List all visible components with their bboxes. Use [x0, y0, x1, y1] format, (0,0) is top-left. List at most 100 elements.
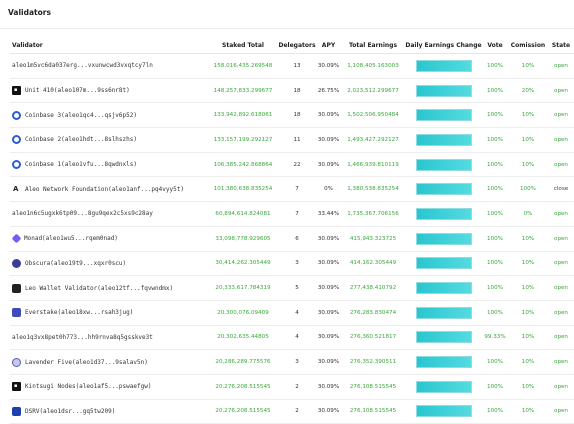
column-header-daily-earnings-change[interactable]: Daily Earnings Change	[405, 37, 482, 54]
vote-cell: 100%	[482, 53, 508, 79]
table-row[interactable]: DSRV(aleo1dsr...gq5tw209) 20,276,208.5155…	[10, 399, 574, 424]
daily-earnings-sparkline	[415, 109, 472, 122]
daily-earnings-change-cell	[405, 102, 482, 129]
validator-cell[interactable]: A Aleo Network Foundation(aleo1anf...pq4v…	[10, 176, 208, 203]
column-header-state[interactable]: State	[548, 37, 574, 54]
staked-total-cell: 20,300,076.09409	[208, 300, 278, 326]
apy-cell: 30.09%	[316, 127, 341, 153]
validator-name-link[interactable]: Unit 410(aleo107m...9ss6nr8t)	[25, 87, 130, 95]
total-earnings-cell: 1,380,538.835254	[341, 176, 405, 203]
table-row[interactable]: Leo Wallet Validator(aleo12tf...fqvwndmx…	[10, 275, 574, 301]
table-row[interactable]: Coinbase 2(aleo1hdt...8slhszhs) 133,157,1…	[10, 127, 574, 153]
daily-earnings-change-cell	[405, 275, 482, 301]
vote-cell: 100%	[482, 102, 508, 129]
table-row[interactable]: aleo1n6c5ugxk6tp09...8gu9qex2c5xs9c28ay 6…	[10, 201, 574, 227]
kintsugi-icon: ▪	[12, 382, 21, 392]
daily-earnings-sparkline	[415, 405, 472, 418]
table-row[interactable]: Lavender Five(aleo1d37...9salav5n) 20,286…	[10, 349, 574, 375]
total-earnings-cell: 276,283.830474	[341, 300, 405, 326]
validator-name-link[interactable]: Coinbase 1(aleo1vfu...8qwdnxls)	[25, 161, 137, 169]
validator-cell[interactable]: aleo1q3vx8pet0h773...hh9rnva8q5gsskve3t	[10, 325, 208, 351]
state-cell: open	[548, 201, 574, 227]
column-header-delegators[interactable]: Delegators	[278, 37, 316, 54]
validator-name-link[interactable]: Kintsugi Nodes(aleo1af5...pswaefgw)	[25, 383, 152, 391]
validator-name-link[interactable]: Lavender Five(aleo1d37...9salav5n)	[25, 358, 148, 366]
vote-cell: 100%	[482, 226, 508, 252]
table-row[interactable]: aleo1m5vc6da037erg...vxunwcwd3vxqtcy7ln 1…	[10, 53, 574, 79]
validator-name-link[interactable]: aleo1q3vx8pet0h773...hh9rnva8q5gsskve3t	[12, 333, 153, 341]
column-header-validator[interactable]: Validator	[10, 37, 208, 54]
table-row[interactable]: ▪ Kintsugi Nodes(aleo1af5...pswaefgw) 20,2…	[10, 374, 574, 400]
staked-total-cell: 30,414,262.305449	[208, 251, 278, 277]
validator-cell[interactable]: aleo1m5vc6da037erg...vxunwcwd3vxqtcy7ln	[10, 53, 208, 79]
staked-total-cell: 158,016,435.269548	[208, 53, 278, 79]
staked-total-cell: 148,257,833.299677	[208, 78, 278, 104]
table-row[interactable]: ▪ Unit 410(aleo107m...9ss6nr8t) 148,257,83…	[10, 78, 574, 104]
validator-name-link[interactable]: Obscura(aleo19t9...xqxr0scu)	[25, 259, 127, 267]
daily-earnings-change-cell	[405, 399, 482, 424]
validator-cell[interactable]: DSRV(aleo1dsr...gq5tw209)	[10, 399, 208, 424]
validator-name-link[interactable]: Everstake(aleo18xw...rsah3jug)	[25, 309, 134, 317]
validator-cell[interactable]: Coinbase 3(aleo1qc4...qsjv6p52)	[10, 102, 208, 129]
column-header-commission[interactable]: Comission	[508, 37, 548, 54]
validator-cell[interactable]: Coinbase 2(aleo1hdt...8slhszhs)	[10, 127, 208, 153]
column-header-apy[interactable]: APY	[316, 37, 341, 54]
validator-name-link[interactable]: aleo1m5vc6da037erg...vxunwcwd3vxqtcy7ln	[12, 62, 153, 70]
state-cell: close	[548, 176, 574, 203]
validator-name-link[interactable]: Leo Wallet Validator(aleo12tf...fqvwndmx…	[25, 284, 174, 292]
daily-earnings-sparkline	[415, 356, 472, 369]
validator-cell[interactable]: Coinbase 1(aleo1vfu...8qwdnxls)	[10, 152, 208, 178]
apy-cell: 30.09%	[316, 399, 341, 424]
delegators-cell: 22	[278, 152, 316, 178]
state-cell: open	[548, 127, 574, 153]
validator-name-link[interactable]: Monad(aleo1wu5...rqem0nad)	[24, 235, 118, 243]
vote-cell: 100%	[482, 275, 508, 301]
validator-cell[interactable]: Monad(aleo1wu5...rqem0nad)	[10, 226, 208, 252]
validator-name-link[interactable]: Coinbase 3(aleo1qc4...qsjv6p52)	[25, 111, 137, 119]
validators-table-container: Validator Staked Total Delegators APY To…	[10, 37, 574, 424]
column-header-staked-total[interactable]: Staked Total	[208, 37, 278, 54]
validator-cell[interactable]: ▪ Kintsugi Nodes(aleo1af5...pswaefgw)	[10, 374, 208, 400]
daily-earnings-change-cell	[405, 53, 482, 79]
validator-cell[interactable]: Leo Wallet Validator(aleo12tf...fqvwndmx…	[10, 275, 208, 301]
table-row[interactable]: aleo1q3vx8pet0h773...hh9rnva8q5gsskve3t 2…	[10, 325, 574, 351]
delegators-cell: 7	[278, 201, 316, 227]
state-cell: open	[548, 325, 574, 351]
commission-cell: 10%	[508, 127, 548, 153]
validator-name-link[interactable]: Coinbase 2(aleo1hdt...8slhszhs)	[25, 136, 137, 144]
table-row[interactable]: Everstake(aleo18xw...rsah3jug) 20,300,076…	[10, 300, 574, 326]
total-earnings-cell: 414,162.305449	[341, 251, 405, 277]
commission-cell: 10%	[508, 53, 548, 79]
apy-cell: 30.09%	[316, 226, 341, 252]
table-row[interactable]: A Aleo Network Foundation(aleo1anf...pq4v…	[10, 176, 574, 203]
validator-cell[interactable]: Lavender Five(aleo1d37...9salav5n)	[10, 349, 208, 375]
delegators-cell: 13	[278, 53, 316, 79]
validator-name-link[interactable]: Aleo Network Foundation(aleo1anf...pq4vy…	[25, 185, 184, 193]
table-row[interactable]: Coinbase 1(aleo1vfu...8qwdnxls) 106,385,2…	[10, 152, 574, 178]
commission-cell: 10%	[508, 399, 548, 424]
validator-cell[interactable]: ▪ Unit 410(aleo107m...9ss6nr8t)	[10, 78, 208, 104]
daily-earnings-change-cell	[405, 152, 482, 178]
table-row[interactable]: Coinbase 3(aleo1qc4...qsjv6p52) 133,942,8…	[10, 102, 574, 129]
vote-cell: 100%	[482, 152, 508, 178]
vote-cell: 100%	[482, 251, 508, 277]
commission-cell: 10%	[508, 275, 548, 301]
apy-cell: 30.09%	[316, 152, 341, 178]
validator-cell[interactable]: Everstake(aleo18xw...rsah3jug)	[10, 300, 208, 326]
total-earnings-cell: 1,108,405.163003	[341, 53, 405, 79]
daily-earnings-change-cell	[405, 349, 482, 375]
table-row[interactable]: Monad(aleo1wu5...rqem0nad) 33,098,778.929…	[10, 226, 574, 252]
delegators-cell: 4	[278, 325, 316, 351]
validator-name-link[interactable]: DSRV(aleo1dsr...gq5tw209)	[25, 407, 116, 415]
validator-cell[interactable]: aleo1n6c5ugxk6tp09...8gu9qex2c5xs9c28ay	[10, 201, 208, 227]
table-row[interactable]: Obscura(aleo19t9...xqxr0scu) 30,414,262.3…	[10, 251, 574, 277]
column-header-vote[interactable]: Vote	[482, 37, 508, 54]
staked-total-cell: 60,894,614.824081	[208, 201, 278, 227]
daily-earnings-change-cell	[405, 78, 482, 104]
validator-cell[interactable]: Obscura(aleo19t9...xqxr0scu)	[10, 251, 208, 277]
total-earnings-cell: 1,466,939.810119	[341, 152, 405, 178]
column-header-total-earnings[interactable]: Total Earnings	[341, 37, 405, 54]
state-cell: open	[548, 300, 574, 326]
validator-name-link[interactable]: aleo1n6c5ugxk6tp09...8gu9qex2c5xs9c28ay	[12, 210, 153, 218]
apy-cell: 33.44%	[316, 201, 341, 227]
